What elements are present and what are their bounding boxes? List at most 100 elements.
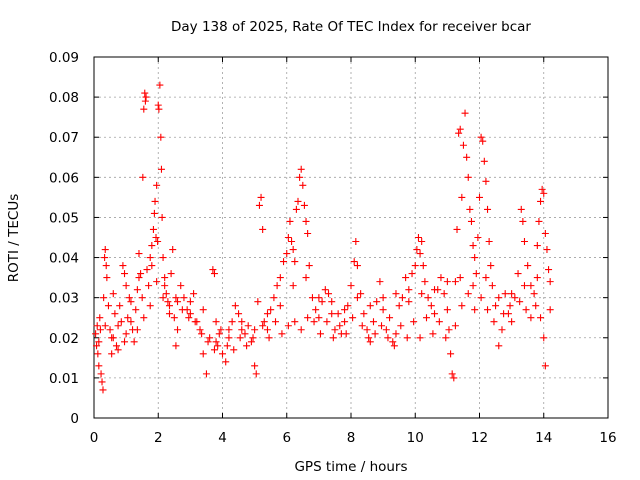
data-point bbox=[358, 322, 366, 330]
data-point bbox=[145, 282, 153, 290]
data-point bbox=[472, 270, 480, 278]
y-tick-label: 0.07 bbox=[49, 130, 79, 146]
data-point bbox=[225, 326, 233, 334]
data-point bbox=[538, 185, 546, 193]
data-point bbox=[235, 310, 243, 318]
data-point bbox=[228, 318, 236, 326]
data-point bbox=[162, 290, 170, 298]
data-point bbox=[106, 326, 114, 334]
data-point bbox=[395, 302, 403, 310]
data-point bbox=[349, 314, 357, 322]
data-point bbox=[482, 177, 490, 185]
data-point bbox=[495, 342, 503, 350]
data-point bbox=[280, 258, 288, 266]
data-points bbox=[92, 81, 554, 394]
data-point bbox=[527, 282, 535, 290]
data-point bbox=[93, 322, 101, 330]
data-point bbox=[169, 246, 177, 254]
data-point bbox=[414, 234, 422, 241]
data-point bbox=[389, 338, 397, 346]
data-point bbox=[98, 378, 106, 386]
data-point bbox=[210, 270, 218, 278]
data-point bbox=[463, 153, 471, 161]
data-point bbox=[422, 314, 430, 322]
data-point bbox=[328, 310, 336, 318]
data-point bbox=[421, 278, 429, 286]
data-point bbox=[102, 262, 110, 270]
data-point bbox=[527, 314, 535, 322]
data-point bbox=[185, 314, 193, 322]
data-point bbox=[369, 318, 377, 326]
data-point bbox=[140, 314, 148, 322]
data-point bbox=[459, 141, 467, 149]
x-tick-label: 10 bbox=[407, 430, 424, 446]
data-point bbox=[541, 229, 549, 237]
data-point bbox=[341, 306, 349, 314]
data-point bbox=[540, 189, 548, 197]
data-point bbox=[148, 262, 156, 270]
data-point bbox=[405, 298, 413, 306]
data-point bbox=[352, 238, 360, 246]
data-point bbox=[112, 342, 120, 350]
data-point bbox=[427, 302, 435, 310]
data-point bbox=[435, 318, 443, 326]
data-point bbox=[517, 205, 525, 213]
data-point bbox=[376, 278, 384, 286]
data-point bbox=[297, 165, 305, 173]
data-point bbox=[533, 274, 541, 282]
data-point bbox=[133, 326, 141, 334]
data-point bbox=[167, 270, 175, 278]
data-point bbox=[92, 330, 100, 338]
data-point bbox=[122, 282, 130, 290]
data-point bbox=[458, 193, 466, 201]
data-point bbox=[96, 326, 104, 334]
data-point bbox=[535, 217, 543, 225]
data-point bbox=[480, 157, 488, 165]
data-point bbox=[543, 246, 551, 254]
data-point bbox=[392, 290, 400, 298]
data-point bbox=[413, 246, 421, 254]
data-point bbox=[141, 97, 149, 105]
data-point bbox=[284, 234, 292, 241]
data-point bbox=[263, 310, 271, 318]
data-point bbox=[121, 270, 129, 278]
data-point bbox=[217, 326, 225, 334]
data-point bbox=[353, 294, 361, 302]
data-point bbox=[318, 298, 326, 306]
data-point bbox=[153, 278, 161, 286]
data-point bbox=[108, 334, 116, 342]
data-point bbox=[231, 302, 239, 310]
data-point bbox=[334, 310, 342, 318]
data-point bbox=[344, 302, 352, 310]
data-point bbox=[443, 278, 451, 286]
data-point bbox=[484, 306, 492, 314]
data-point bbox=[111, 310, 119, 318]
data-point bbox=[174, 326, 182, 334]
data-point bbox=[296, 173, 304, 181]
data-point bbox=[97, 370, 105, 378]
data-point bbox=[305, 262, 313, 270]
data-point bbox=[342, 330, 350, 338]
data-point bbox=[202, 370, 210, 378]
data-point bbox=[95, 338, 103, 346]
data-point bbox=[219, 350, 226, 358]
data-point bbox=[276, 302, 284, 310]
y-tick-label: 0.04 bbox=[49, 251, 79, 267]
data-point bbox=[254, 298, 262, 306]
data-point bbox=[405, 286, 413, 294]
data-point bbox=[260, 318, 268, 326]
data-point bbox=[469, 282, 477, 290]
data-point bbox=[397, 322, 405, 330]
data-point bbox=[487, 262, 495, 270]
data-point bbox=[251, 326, 259, 334]
data-point bbox=[243, 342, 251, 350]
data-point bbox=[157, 165, 165, 173]
data-point bbox=[508, 290, 516, 298]
data-point bbox=[96, 314, 104, 322]
data-point bbox=[431, 286, 439, 294]
data-point bbox=[416, 250, 424, 258]
data-point bbox=[445, 326, 453, 334]
data-point bbox=[469, 242, 477, 250]
data-point bbox=[199, 306, 207, 314]
